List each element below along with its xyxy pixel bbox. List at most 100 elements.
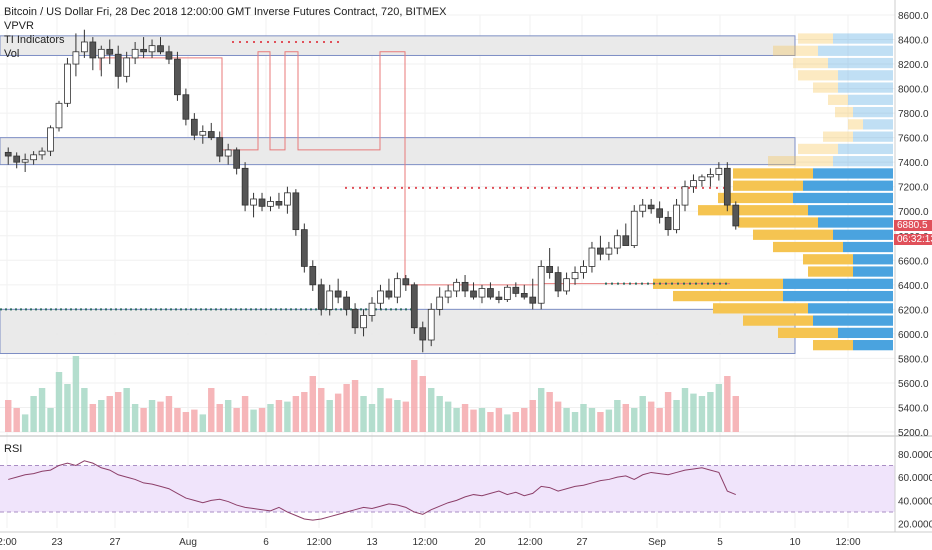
vp-bar-down xyxy=(838,143,893,155)
volume-bar xyxy=(563,408,570,432)
candle-up xyxy=(47,127,54,152)
vp-bar-up xyxy=(773,241,843,253)
candle-down xyxy=(647,204,655,210)
price-tick-label: 5600.0 xyxy=(898,379,929,390)
candle-up xyxy=(588,247,596,267)
volume-bar xyxy=(605,409,613,432)
candle-up xyxy=(478,288,486,298)
rsi-label[interactable]: RSI xyxy=(4,443,23,455)
vp-bar-up xyxy=(733,180,803,191)
volume-bar xyxy=(360,396,367,432)
volume-bar xyxy=(631,408,638,432)
vp-bar-up xyxy=(738,217,818,228)
time-tick-label: 13 xyxy=(366,537,378,548)
candle-down xyxy=(106,48,114,55)
price-tick-label: 7600.0 xyxy=(898,134,929,145)
volume-bar xyxy=(453,408,460,432)
volume-bar xyxy=(724,376,731,432)
volume-bar xyxy=(368,404,376,432)
candle-down xyxy=(334,290,342,298)
countdown-tag: 06:32:13 xyxy=(894,234,932,245)
vp-bar-down xyxy=(833,156,893,167)
volume-bar xyxy=(250,409,257,432)
candle-down xyxy=(546,266,554,273)
candle-down xyxy=(13,155,21,163)
volume-bar xyxy=(504,414,511,432)
volume-bar xyxy=(495,408,503,432)
candle-up xyxy=(326,290,334,310)
candle-up xyxy=(605,247,613,255)
volume-bar xyxy=(597,412,604,432)
candle-up xyxy=(630,210,638,246)
volume-bar xyxy=(13,408,20,432)
candle-down xyxy=(114,53,122,77)
candle-down xyxy=(723,167,731,206)
candle-down xyxy=(207,131,215,139)
volume-bar xyxy=(131,404,139,432)
vp-bar-down xyxy=(828,57,893,69)
indicator-vpvr[interactable]: VPVR xyxy=(4,20,34,32)
volume-bar xyxy=(267,404,274,432)
support-resistance-zones xyxy=(0,35,796,355)
candle-down xyxy=(258,198,266,207)
candle-down xyxy=(216,137,224,157)
candle-down xyxy=(402,278,410,286)
indicator-step-line xyxy=(0,40,730,311)
indicator-vol[interactable]: Vol xyxy=(4,48,20,60)
vp-bar-up xyxy=(835,106,853,118)
vp-bar-down xyxy=(833,33,893,44)
volume-bar xyxy=(309,376,316,432)
vp-bar-up xyxy=(753,229,833,240)
volume-bar xyxy=(732,396,739,432)
volume-bar xyxy=(673,400,680,432)
volume-bar xyxy=(140,408,147,432)
volume-profile xyxy=(653,33,893,351)
volume-bar xyxy=(546,392,553,432)
volume-bar xyxy=(622,404,630,432)
vp-bar-down xyxy=(783,278,893,289)
candle-down xyxy=(495,296,503,300)
volume-bar xyxy=(707,392,714,432)
volume-bar xyxy=(38,388,46,432)
candle-up xyxy=(444,290,452,298)
candle-down xyxy=(351,308,359,329)
vp-bar-down xyxy=(838,82,893,93)
rsi-pane xyxy=(0,435,932,521)
volume-bar xyxy=(715,384,723,432)
candle-up xyxy=(360,315,367,329)
candle-down xyxy=(182,94,190,120)
chart-title: Bitcoin / US Dollar Fri, 28 Dec 2018 12:… xyxy=(4,6,447,18)
vp-bar-down xyxy=(863,119,893,130)
time-tick-label: 27 xyxy=(576,537,588,548)
volume-bar xyxy=(47,408,54,432)
volume-bar xyxy=(436,396,443,432)
volume-bar xyxy=(537,388,545,432)
volume-bar xyxy=(571,412,579,432)
candle-up xyxy=(30,154,37,161)
candle-up xyxy=(427,308,435,341)
chart-grid xyxy=(0,14,895,528)
candle-down xyxy=(470,290,477,298)
time-tick-label: 12:00 xyxy=(835,537,860,548)
rsi-tick-label: 60.0000 xyxy=(898,473,932,484)
vp-bar-up xyxy=(698,205,808,216)
candle-up xyxy=(503,286,511,300)
price-tick-label: 6400.0 xyxy=(898,281,929,292)
candle-up xyxy=(148,45,156,53)
vp-bar-up xyxy=(798,143,838,155)
rsi-band xyxy=(0,465,895,513)
candle-down xyxy=(317,284,325,310)
candle-up xyxy=(55,102,63,129)
volume-bar xyxy=(664,392,672,432)
step-line xyxy=(99,51,730,286)
indicator-ti[interactable]: TI Indicators xyxy=(4,34,65,46)
candles xyxy=(4,29,740,353)
candle-down xyxy=(554,272,562,292)
candle-up xyxy=(97,48,105,59)
volume-bar xyxy=(554,401,562,432)
vp-bar-down xyxy=(818,217,893,228)
candle-up xyxy=(199,131,207,136)
candle-down xyxy=(622,235,630,246)
candle-up xyxy=(250,198,257,206)
